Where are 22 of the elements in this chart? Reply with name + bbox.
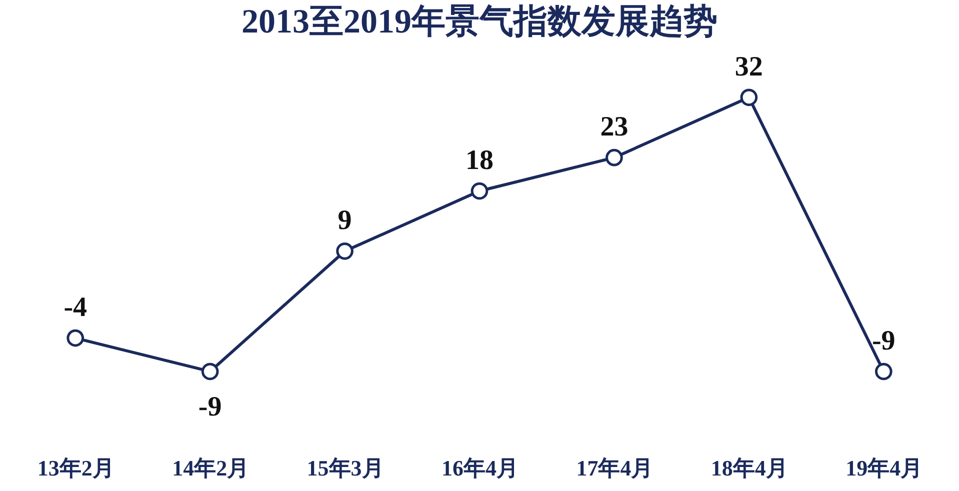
x-tick-label: 16年4月 [442, 456, 518, 480]
data-label: 23 [600, 112, 628, 143]
point [470, 182, 488, 200]
point [606, 148, 623, 166]
point [66, 329, 84, 347]
data-label: -9 [198, 391, 222, 422]
x-tick-label: 18年4月 [710, 456, 788, 480]
data-label: -9 [872, 325, 896, 356]
point [336, 242, 354, 260]
point [201, 362, 219, 380]
point [874, 362, 892, 380]
x-tick-label: 17年4月 [576, 456, 654, 480]
x-tick-label: 15年3月 [306, 456, 384, 480]
x-tick-label: 13年2月 [37, 456, 114, 480]
chart-title: 2013至2019年景气指数发展趋势 [242, 3, 718, 40]
data-label: -4 [64, 292, 88, 324]
data-label: 32 [734, 51, 763, 82]
x-tick-label: 19年4月 [846, 456, 923, 480]
data-label: 9 [338, 205, 352, 236]
point [740, 88, 758, 106]
data-label: 18 [466, 144, 494, 176]
x-tick-label: 14年2月 [172, 456, 250, 480]
